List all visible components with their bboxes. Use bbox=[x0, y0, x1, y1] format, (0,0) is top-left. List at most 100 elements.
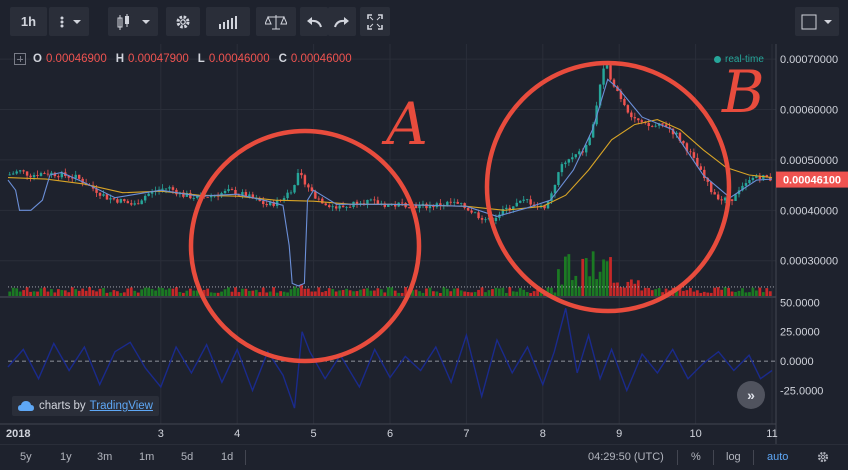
volume-bar bbox=[498, 288, 501, 296]
chevron-down-icon bbox=[824, 19, 832, 24]
candle-body bbox=[348, 206, 352, 208]
candle-body bbox=[39, 173, 43, 176]
volume-bar bbox=[220, 291, 223, 296]
candle-body bbox=[43, 173, 46, 174]
candle-body bbox=[400, 202, 404, 204]
candle-body bbox=[477, 212, 480, 219]
volume-bar bbox=[737, 290, 741, 296]
volume-bar bbox=[334, 291, 338, 296]
tradingview-brand[interactable]: charts by TradingView bbox=[12, 396, 159, 416]
candle-body bbox=[522, 199, 525, 201]
candle-body bbox=[699, 166, 703, 170]
fullscreen-icon bbox=[367, 13, 383, 30]
candle-body bbox=[519, 200, 522, 203]
candle-body bbox=[578, 151, 581, 155]
divider bbox=[713, 450, 714, 465]
redo-button[interactable] bbox=[328, 7, 356, 36]
volume-bar bbox=[689, 287, 692, 296]
candle-body bbox=[112, 198, 116, 200]
volume-bar bbox=[366, 288, 369, 296]
volume-bar bbox=[74, 289, 78, 296]
volume-bar bbox=[164, 289, 168, 296]
percent-toggle[interactable]: % bbox=[691, 451, 701, 463]
candle-body bbox=[664, 124, 668, 128]
volume-bar bbox=[442, 287, 446, 296]
candle-body bbox=[71, 177, 74, 179]
range-5d[interactable]: 5d bbox=[181, 451, 194, 463]
interval-button[interactable]: 1h bbox=[10, 7, 47, 36]
volume-bar bbox=[480, 287, 484, 296]
price-tick-4: 0.00030000 bbox=[780, 256, 838, 268]
candle-body bbox=[696, 157, 699, 167]
compare-button[interactable] bbox=[256, 7, 296, 36]
candle-body bbox=[546, 201, 550, 209]
candle-body bbox=[321, 198, 324, 204]
candle-body bbox=[324, 203, 327, 206]
indicators-button[interactable] bbox=[206, 7, 250, 36]
volume-bar bbox=[435, 291, 439, 296]
candle-body bbox=[675, 132, 678, 135]
candle-body bbox=[508, 207, 512, 210]
low-label: L bbox=[197, 53, 205, 65]
volume-bar bbox=[181, 292, 185, 296]
range-1m[interactable]: 1m bbox=[139, 451, 155, 463]
candle-body bbox=[317, 198, 321, 200]
range-1d[interactable]: 1d bbox=[221, 451, 234, 463]
candle-body bbox=[755, 175, 758, 178]
brand-link[interactable]: TradingView bbox=[89, 400, 153, 412]
candle-body bbox=[241, 192, 244, 195]
last-price-label: 0.00046100 bbox=[776, 171, 848, 188]
scroll-to-realtime-button[interactable]: » bbox=[737, 381, 765, 409]
candle-body bbox=[310, 187, 314, 192]
candle-body bbox=[428, 205, 432, 209]
volume-bar bbox=[195, 290, 199, 296]
candle-body bbox=[682, 140, 685, 144]
volume-bar bbox=[563, 256, 567, 296]
oscillator-tick-2: 0.0000 bbox=[780, 356, 814, 368]
candle-body bbox=[25, 171, 29, 176]
layout-button[interactable] bbox=[795, 7, 839, 36]
candle-body bbox=[95, 188, 98, 193]
oscillator-line bbox=[7, 308, 773, 409]
open-label: O bbox=[33, 53, 42, 65]
chevron-down-icon bbox=[73, 19, 81, 24]
volume-bar bbox=[237, 292, 241, 296]
interval-more-button[interactable] bbox=[49, 7, 89, 36]
undo-button[interactable] bbox=[300, 7, 328, 36]
range-3m[interactable]: 3m bbox=[97, 451, 113, 463]
volume-bar bbox=[629, 279, 633, 296]
utc-time[interactable]: 04:29:50 (UTC) bbox=[588, 451, 664, 463]
candle-body bbox=[189, 192, 192, 199]
candle-body bbox=[706, 178, 709, 182]
candle-body bbox=[60, 172, 64, 178]
volume-bar bbox=[43, 287, 46, 296]
volume-bar bbox=[494, 287, 498, 296]
candles-icon bbox=[117, 13, 150, 30]
candle-body bbox=[182, 192, 185, 197]
range-5y[interactable]: 5y bbox=[20, 451, 32, 463]
volume-bar bbox=[692, 291, 696, 296]
chart-type-button[interactable] bbox=[108, 7, 158, 36]
auto-toggle[interactable]: auto bbox=[767, 451, 789, 463]
fullscreen-button[interactable] bbox=[360, 7, 390, 36]
volume-bar bbox=[709, 292, 713, 296]
settings-button[interactable] bbox=[166, 7, 200, 36]
candle-body bbox=[175, 189, 178, 195]
candle-body bbox=[268, 202, 272, 206]
volume-bar bbox=[383, 292, 387, 296]
chart-canvas[interactable]: 0.00070000 0.00060000 0.00050000 0.00040000… bbox=[0, 44, 848, 444]
chart-area[interactable]: 0.00070000 0.00060000 0.00050000 0.00040000… bbox=[0, 44, 848, 444]
log-toggle[interactable]: log bbox=[726, 451, 741, 463]
volume-bar bbox=[369, 290, 373, 296]
oscillator-axis: 50.0000 25.0000 0.0000 -25.0000 bbox=[780, 297, 823, 397]
volume-bar bbox=[470, 292, 473, 296]
expand-legend-icon[interactable] bbox=[14, 53, 26, 65]
volume-bar bbox=[102, 288, 105, 296]
range-1y[interactable]: 1y bbox=[60, 451, 72, 463]
volume-bar bbox=[67, 292, 71, 296]
candle-body bbox=[196, 195, 199, 199]
volume-bar bbox=[258, 292, 262, 296]
volume-bar bbox=[744, 292, 748, 296]
volume-bar bbox=[296, 287, 300, 296]
gear-icon[interactable] bbox=[816, 450, 830, 464]
